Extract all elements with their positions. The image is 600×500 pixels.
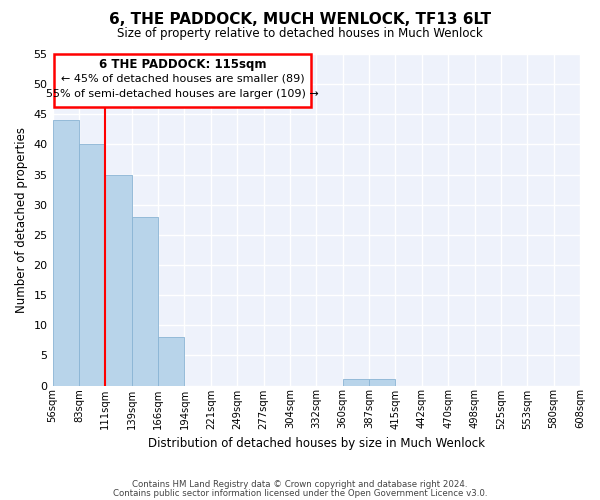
Bar xyxy=(158,338,184,386)
Y-axis label: Number of detached properties: Number of detached properties xyxy=(15,127,28,313)
Text: Size of property relative to detached houses in Much Wenlock: Size of property relative to detached ho… xyxy=(117,28,483,40)
Text: ← 45% of detached houses are smaller (89): ← 45% of detached houses are smaller (89… xyxy=(61,74,304,84)
Text: Contains HM Land Registry data © Crown copyright and database right 2024.: Contains HM Land Registry data © Crown c… xyxy=(132,480,468,489)
Bar xyxy=(369,380,395,386)
X-axis label: Distribution of detached houses by size in Much Wenlock: Distribution of detached houses by size … xyxy=(148,437,485,450)
Bar xyxy=(53,120,79,386)
Bar xyxy=(54,54,311,107)
Bar xyxy=(131,216,158,386)
Bar xyxy=(343,380,369,386)
Text: 6 THE PADDOCK: 115sqm: 6 THE PADDOCK: 115sqm xyxy=(98,58,266,70)
Text: 55% of semi-detached houses are larger (109) →: 55% of semi-detached houses are larger (… xyxy=(46,89,319,99)
Text: 6, THE PADDOCK, MUCH WENLOCK, TF13 6LT: 6, THE PADDOCK, MUCH WENLOCK, TF13 6LT xyxy=(109,12,491,28)
Bar xyxy=(79,144,105,386)
Bar xyxy=(105,174,131,386)
Text: Contains public sector information licensed under the Open Government Licence v3: Contains public sector information licen… xyxy=(113,488,487,498)
